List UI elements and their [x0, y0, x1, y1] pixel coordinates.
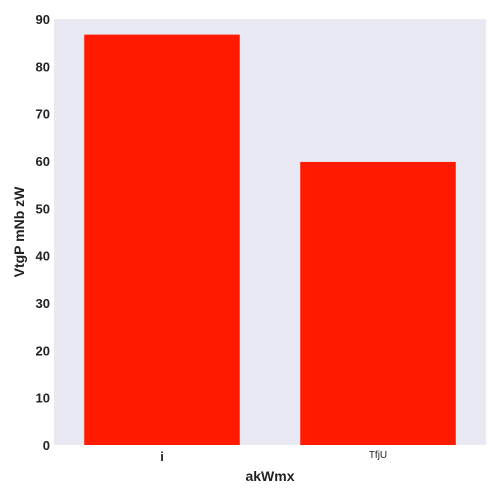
x-tick-labels: i TfjU	[160, 449, 387, 464]
y-tick-label: 90	[36, 12, 50, 27]
bars-group	[84, 34, 456, 446]
bar	[300, 161, 456, 446]
x-tick-label: i	[160, 449, 164, 464]
y-tick-label: 10	[36, 391, 50, 406]
y-tick-label: 70	[36, 107, 50, 122]
y-axis-label: VtgP mNb zW	[11, 186, 27, 278]
x-tick-label: TfjU	[369, 450, 387, 461]
y-tick-label: 20	[36, 343, 50, 358]
bar	[84, 34, 240, 446]
y-tick-label: 30	[36, 296, 50, 311]
y-tick-label: 80	[36, 59, 50, 74]
y-tick-label: 60	[36, 154, 50, 169]
y-tick-label: 0	[43, 438, 50, 453]
y-tick-labels: 0 10 20 30 40 50 60 70 80 90	[36, 12, 50, 453]
y-tick-label: 50	[36, 201, 50, 216]
y-tick-label: 40	[36, 249, 50, 264]
x-axis-label: akWmx	[245, 468, 294, 484]
